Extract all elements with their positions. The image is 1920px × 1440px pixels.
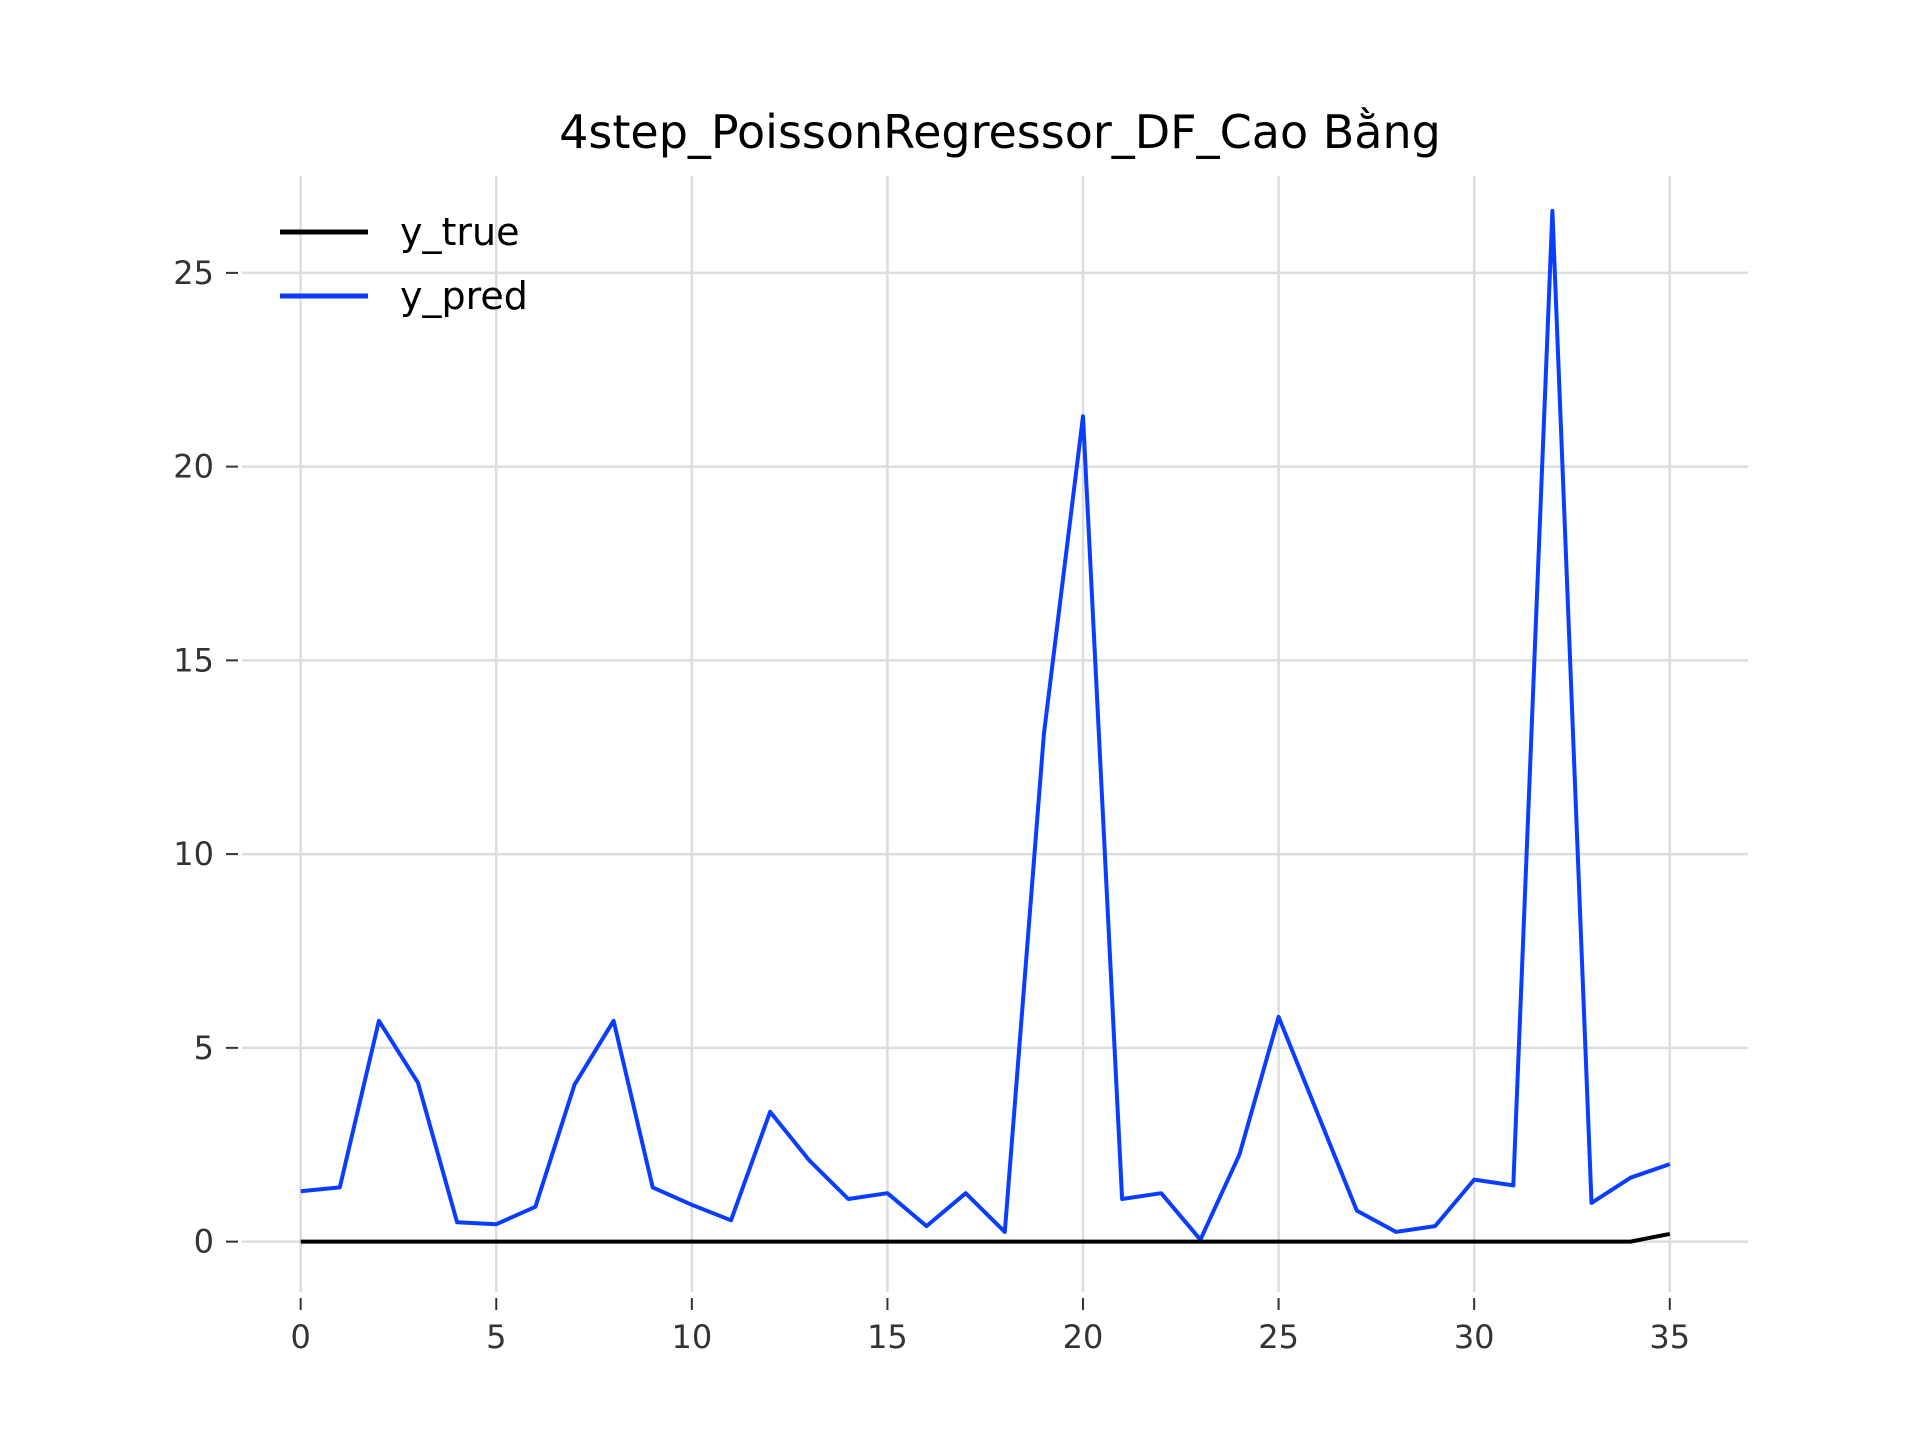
y-axis: 0 5 10 15 20 25 <box>173 254 238 1261</box>
series-line-y-pred <box>300 208 1671 1242</box>
chart-title: 4step_PoissonRegressor_DF_Cao Bằng <box>559 105 1441 159</box>
x-tick-label: 5 <box>486 1318 506 1356</box>
y-tick-label: 0 <box>194 1223 214 1261</box>
x-tick-label: 20 <box>1063 1318 1104 1356</box>
legend-label-y-pred: y_pred <box>400 274 528 318</box>
y-tick-label: 25 <box>173 254 214 292</box>
grid <box>242 176 1748 1292</box>
x-tick-label: 35 <box>1649 1318 1690 1356</box>
x-axis: 0 5 10 15 20 25 30 35 <box>290 1298 1690 1356</box>
legend: y_true y_pred <box>280 210 528 318</box>
y-tick-label: 5 <box>194 1029 214 1067</box>
series-line-y-true <box>300 1231 1671 1244</box>
y-tick-label: 10 <box>173 835 214 873</box>
x-tick-label: 25 <box>1258 1318 1299 1356</box>
x-tick-label: 10 <box>671 1318 712 1356</box>
x-tick-label: 0 <box>290 1318 310 1356</box>
x-tick-label: 30 <box>1454 1318 1495 1356</box>
x-tick-label: 15 <box>867 1318 908 1356</box>
series-lines <box>300 208 1671 1244</box>
y-tick-label: 15 <box>173 641 214 679</box>
y-tick-label: 20 <box>173 448 214 486</box>
legend-label-y-true: y_true <box>400 210 519 254</box>
